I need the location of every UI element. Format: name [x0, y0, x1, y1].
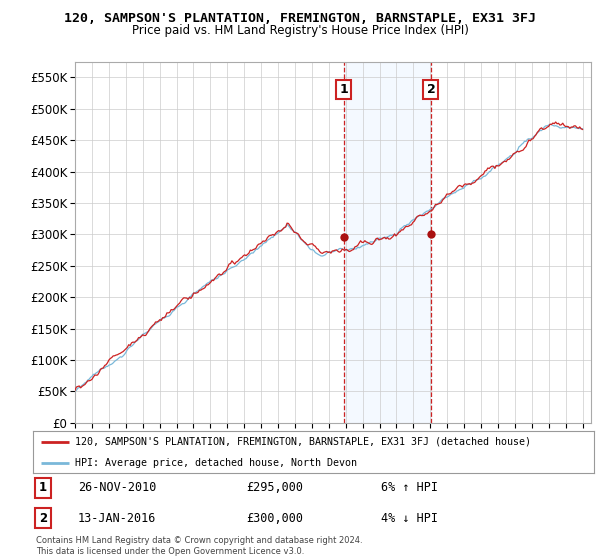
- Text: 120, SAMPSON'S PLANTATION, FREMINGTON, BARNSTAPLE, EX31 3FJ (detached house): 120, SAMPSON'S PLANTATION, FREMINGTON, B…: [75, 437, 531, 447]
- Text: 6% ↑ HPI: 6% ↑ HPI: [381, 481, 438, 494]
- Text: 13-JAN-2016: 13-JAN-2016: [78, 512, 156, 525]
- Text: 4% ↓ HPI: 4% ↓ HPI: [381, 512, 438, 525]
- Text: 2: 2: [39, 512, 47, 525]
- Text: HPI: Average price, detached house, North Devon: HPI: Average price, detached house, Nort…: [75, 458, 357, 468]
- Text: 1: 1: [39, 481, 47, 494]
- Text: Price paid vs. HM Land Registry's House Price Index (HPI): Price paid vs. HM Land Registry's House …: [131, 24, 469, 36]
- Text: 2: 2: [427, 83, 436, 96]
- Text: £300,000: £300,000: [246, 512, 303, 525]
- Text: 120, SAMPSON'S PLANTATION, FREMINGTON, BARNSTAPLE, EX31 3FJ: 120, SAMPSON'S PLANTATION, FREMINGTON, B…: [64, 12, 536, 25]
- Bar: [344, 62, 431, 423]
- Text: Contains HM Land Registry data © Crown copyright and database right 2024.
This d: Contains HM Land Registry data © Crown c…: [36, 536, 362, 556]
- Text: 26-NOV-2010: 26-NOV-2010: [78, 481, 156, 494]
- Text: 1: 1: [339, 83, 348, 96]
- Text: £295,000: £295,000: [246, 481, 303, 494]
